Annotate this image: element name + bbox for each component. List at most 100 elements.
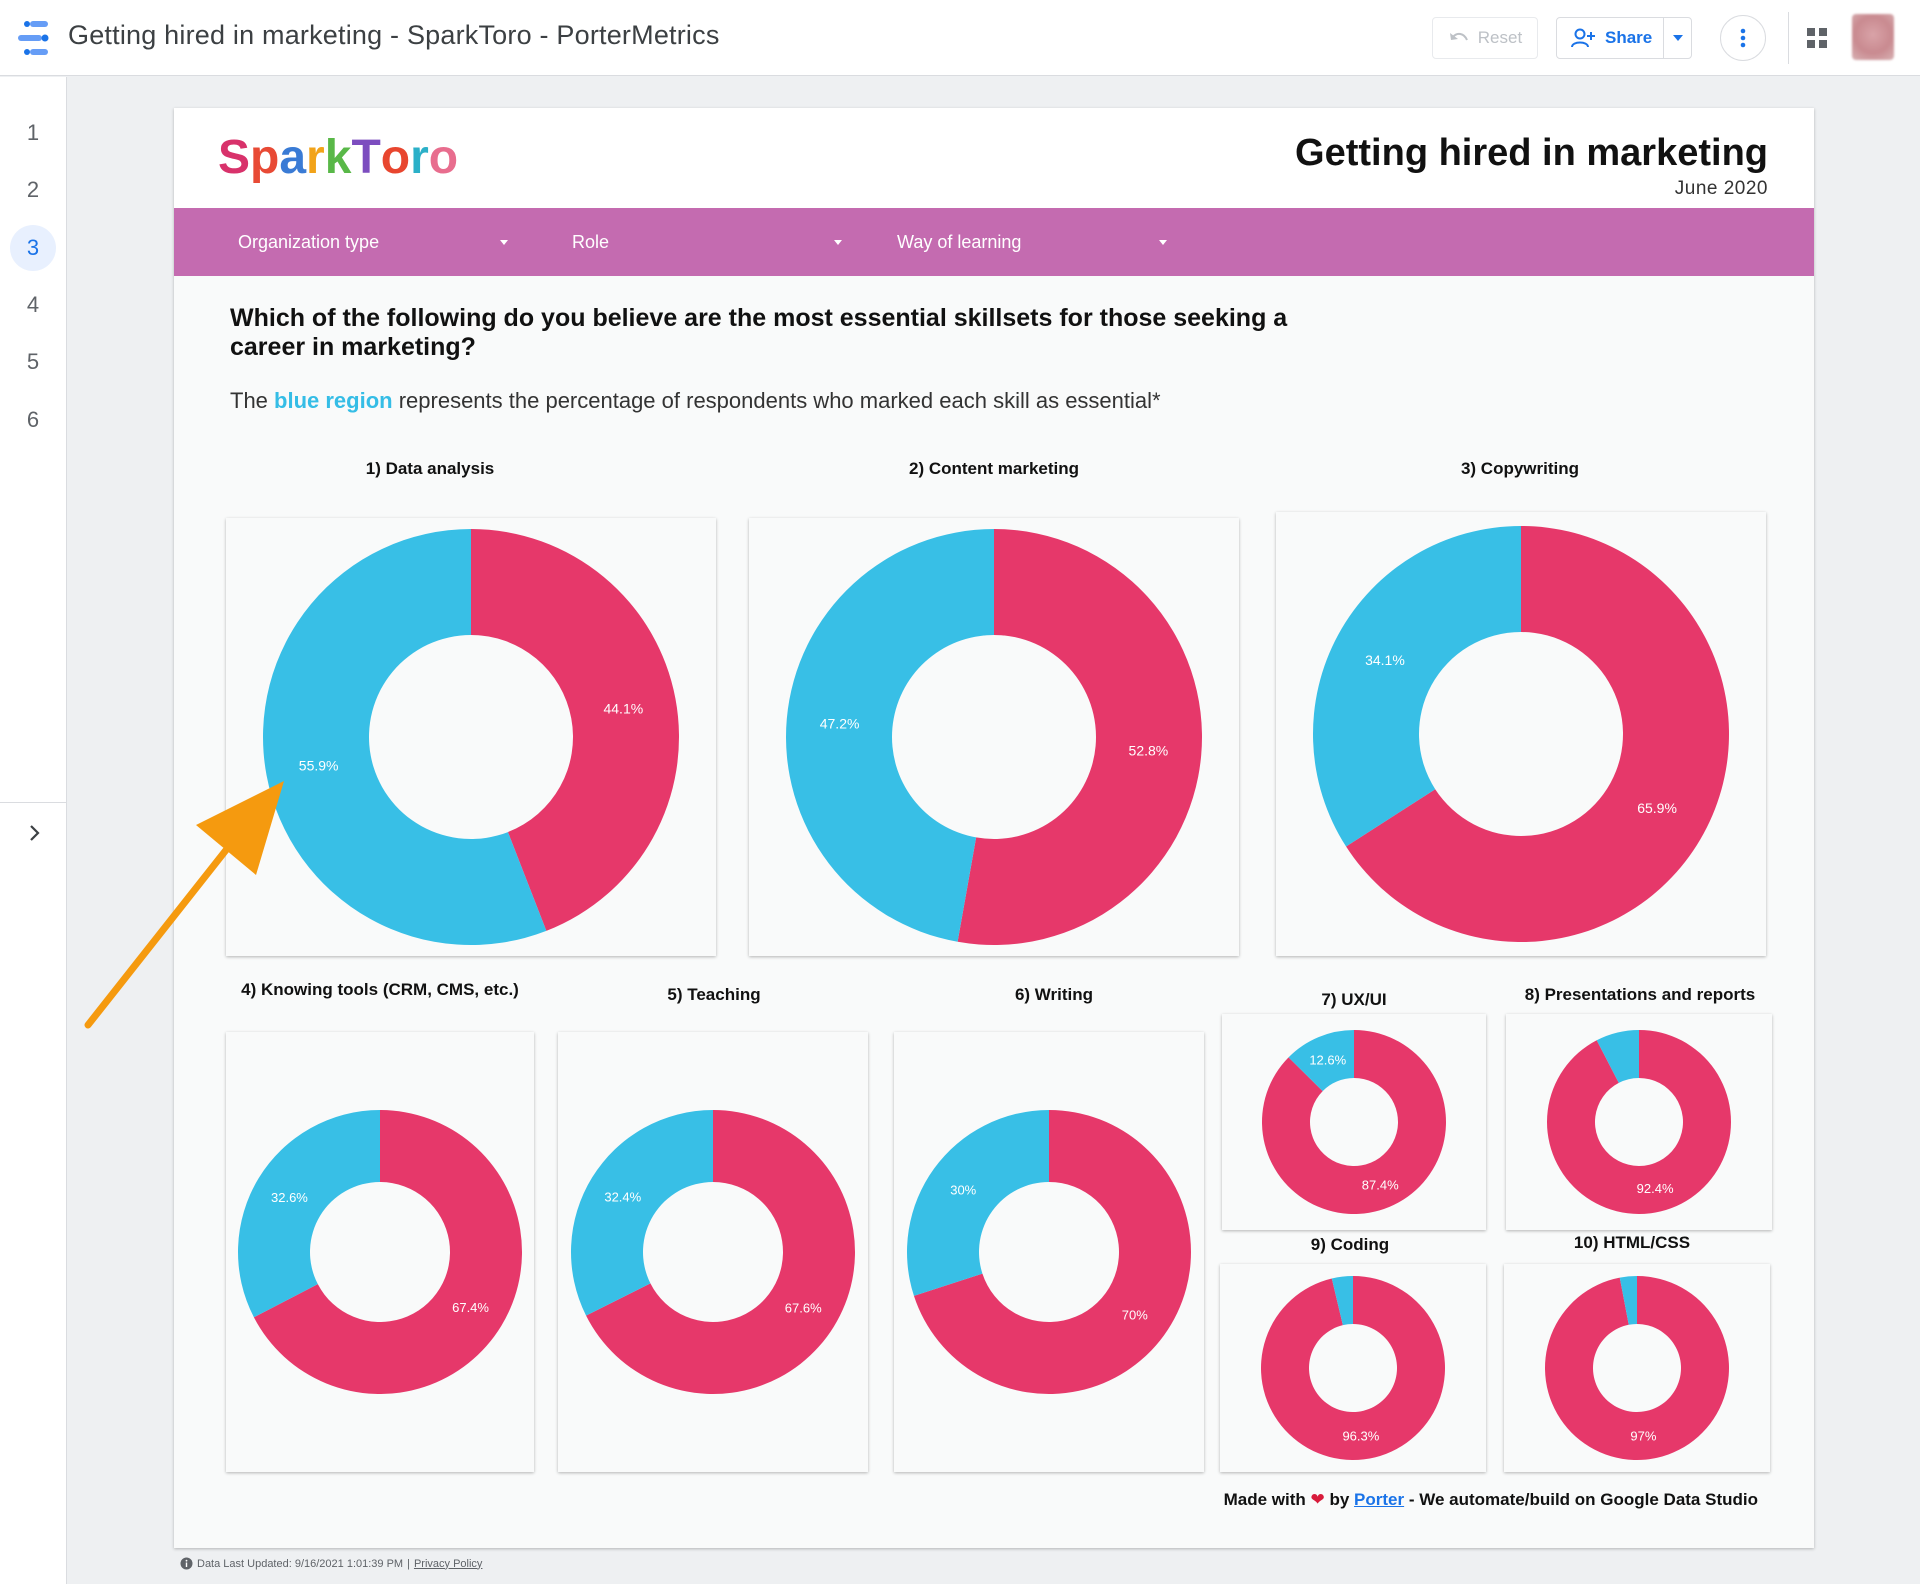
slice-not-essential[interactable] (957, 529, 1202, 945)
page-1-link[interactable]: 1 (26, 120, 40, 145)
donut-chart[interactable]: 92.4% (1506, 1014, 1772, 1230)
slice-not-essential[interactable] (913, 1110, 1191, 1394)
slice-essential[interactable] (1331, 1276, 1353, 1326)
page-3-link[interactable]: 3 (10, 225, 56, 271)
caret-down-icon (834, 240, 842, 245)
donut-chart[interactable]: 65.9% 34.1% (1276, 512, 1766, 956)
page-4-link[interactable]: 4 (26, 292, 40, 317)
donut-chart[interactable]: 97% (1504, 1264, 1770, 1472)
logo-letter: p (250, 131, 280, 184)
donut-chart-svg: 52.8% 47.2% (786, 529, 1202, 945)
page-6-link[interactable]: 6 (26, 407, 40, 432)
chart-title: 3) Copywriting (1460, 459, 1580, 478)
apps-grid-icon[interactable] (1806, 27, 1828, 49)
data-freshness: Data Last Updated: 9/16/2021 1:01:39 PM … (180, 1557, 482, 1570)
chart-title: 2) Content marketing (908, 459, 1080, 478)
chart-title: 5) Teaching (667, 985, 761, 1004)
slice-label: 30% (950, 1183, 976, 1198)
reset-label: Reset (1477, 28, 1523, 47)
donut-chart[interactable]: 67.6% 32.4% (558, 1032, 868, 1472)
filter-way-of-learning[interactable]: Way of learning (897, 208, 1167, 276)
donut-chart[interactable]: 96.3% (1220, 1264, 1486, 1472)
page-navigation: 1 2 3 4 5 6 (0, 77, 67, 1584)
filter-role[interactable]: Role (572, 208, 842, 276)
subtitle-post: represents the percentage of respondents… (392, 388, 1161, 413)
caret-down-icon (1159, 240, 1167, 245)
privacy-policy-link[interactable]: Privacy Policy (413, 1557, 483, 1570)
chart-title: 9) Coding (1310, 1235, 1390, 1254)
slice-essential[interactable] (1596, 1030, 1639, 1083)
slice-not-essential[interactable] (253, 1110, 522, 1394)
page-2-link[interactable]: 2 (26, 177, 40, 202)
slice-label: 67.4% (452, 1300, 489, 1315)
report-title: Getting hired in marketing (1295, 132, 1768, 174)
slice-not-essential[interactable] (1262, 1030, 1446, 1214)
filter-label: Organization type (238, 231, 380, 252)
add-person-icon (1571, 28, 1595, 48)
user-avatar[interactable] (1852, 14, 1894, 60)
nav-divider (0, 802, 67, 803)
subtitle-highlight: blue region (274, 388, 393, 413)
toolbar-divider (1788, 12, 1789, 64)
info-icon (180, 1557, 193, 1570)
footer-by-text: by (1329, 1490, 1350, 1509)
chevron-right-icon[interactable] (22, 821, 46, 845)
share-label: Share (1605, 28, 1653, 47)
caret-down-icon (500, 240, 508, 245)
slice-label: 55.9% (299, 758, 339, 774)
footer-credit: Made with ❤ by Porter - We automate/buil… (1224, 1490, 1758, 1510)
slice-label: 12.6% (1309, 1052, 1346, 1067)
donut-chart[interactable]: 52.8% 47.2% (749, 518, 1239, 956)
slice-label: 67.6% (785, 1301, 822, 1316)
donut-chart-svg: 67.4% 32.6% (238, 1110, 522, 1394)
slice-essential[interactable] (907, 1110, 1049, 1296)
slice-not-essential[interactable] (1547, 1030, 1731, 1214)
share-button[interactable]: Share (1556, 17, 1692, 59)
slice-label: 65.9% (1637, 800, 1677, 816)
slice-not-essential[interactable] (1545, 1276, 1729, 1460)
donut-chart-svg: 44.1% 55.9% (263, 529, 679, 945)
donut-chart-svg: 87.4% 12.6% (1262, 1030, 1446, 1214)
more-options-button[interactable] (1720, 15, 1766, 61)
donut-chart[interactable]: 70% 30% (894, 1032, 1204, 1472)
porter-link[interactable]: Porter (1354, 1490, 1405, 1509)
filter-bar: Organization type Role Way of learning (174, 208, 1814, 276)
donut-chart[interactable]: 67.4% 32.6% (226, 1032, 534, 1472)
reset-button[interactable]: Reset (1432, 17, 1538, 59)
slice-not-essential[interactable] (1261, 1276, 1445, 1460)
footer-post-text: - We automate/build on Google Data Studi… (1408, 1490, 1758, 1509)
data-studio-logo-icon[interactable] (16, 18, 54, 58)
undo-icon (1449, 32, 1468, 41)
chart-title: 1) Data analysis (365, 459, 495, 478)
filter-label: Way of learning (897, 231, 1022, 252)
data-updated-text: Data Last Updated: 9/16/2021 1:01:39 PM (197, 1557, 404, 1570)
slice-not-essential[interactable] (1346, 526, 1729, 942)
slice-label: 97% (1630, 1429, 1656, 1444)
slice-label: 32.6% (271, 1190, 308, 1205)
slice-label: 34.1% (1365, 652, 1405, 668)
slice-not-essential[interactable] (586, 1110, 855, 1394)
report-name[interactable]: Getting hired in marketing - SparkToro -… (68, 20, 720, 50)
footer-made-text: Made with (1223, 1490, 1306, 1509)
slice-essential[interactable] (786, 529, 994, 942)
chart-title: 7) UX/UI (1321, 990, 1387, 1009)
slice-label: 92.4% (1637, 1181, 1674, 1196)
donut-chart[interactable]: 44.1% 55.9% (226, 518, 716, 956)
logo-letter: a (279, 131, 307, 184)
slice-essential[interactable] (238, 1110, 380, 1318)
slice-not-essential[interactable] (471, 529, 679, 931)
donut-chart-svg: 65.9% 34.1% (1313, 526, 1729, 942)
slice-essential[interactable] (1313, 526, 1521, 847)
slice-essential[interactable] (263, 529, 547, 945)
slice-essential[interactable] (1288, 1030, 1354, 1092)
share-dropdown[interactable] (1663, 18, 1691, 58)
filter-organization-type[interactable]: Organization type (238, 208, 508, 276)
subtitle-pre: The (230, 388, 275, 413)
page-5-link[interactable]: 5 (26, 349, 40, 374)
chart-title: 4) Knowing tools (CRM, CMS, etc.) (241, 980, 519, 999)
chart-title: 6) Writing (1014, 985, 1094, 1004)
slice-essential[interactable] (571, 1110, 713, 1316)
donut-chart[interactable]: 87.4% 12.6% (1222, 1014, 1486, 1230)
slice-label: 44.1% (603, 700, 643, 716)
slice-essential[interactable] (1619, 1276, 1637, 1325)
